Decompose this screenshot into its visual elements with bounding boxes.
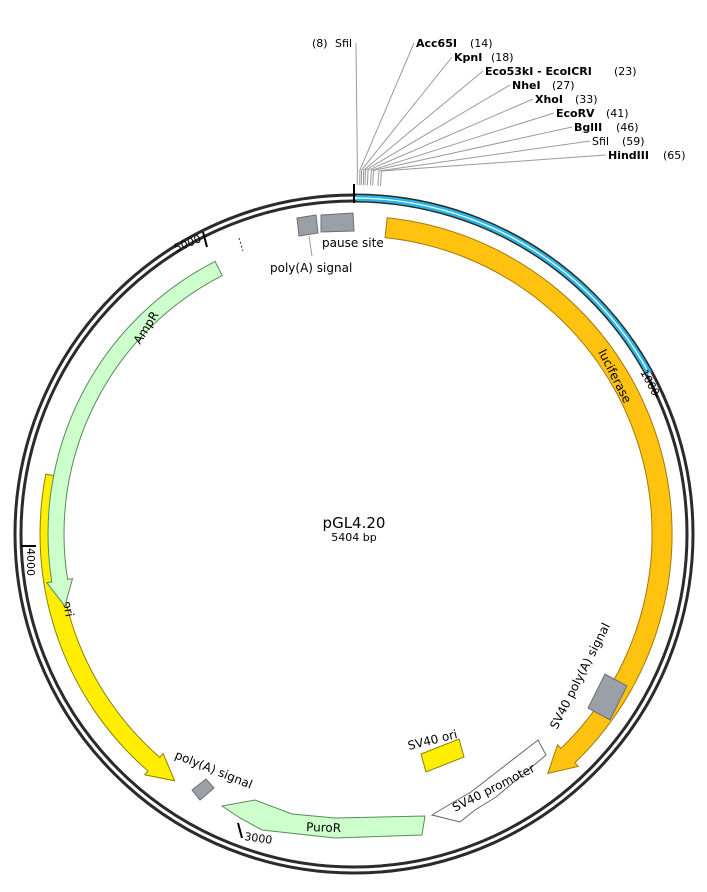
feature-sv40-polya-signal[interactable] xyxy=(587,673,628,721)
site-leader-line xyxy=(366,98,534,186)
site-leader-line xyxy=(379,154,607,187)
site-leader-line xyxy=(377,140,591,186)
tick-4000-label: 4000 xyxy=(24,548,37,576)
tick-1000-mark xyxy=(650,381,658,398)
feature-polya-signal-upper-label: poly(A) signal xyxy=(270,261,352,275)
feature-pause-site[interactable] xyxy=(320,212,355,233)
site-label-ecorv-pos: (41) xyxy=(606,107,629,120)
site-leader-line xyxy=(370,112,555,186)
tick-3000-mark xyxy=(237,822,243,839)
site-label-sfi-8-pos: (8) xyxy=(312,37,328,50)
mcs-highlight-arc-inner xyxy=(356,197,650,374)
tick-3000-label: 3000 xyxy=(244,830,274,847)
site-leader-line xyxy=(362,70,484,186)
site-label-sfi-59-name: SfiI xyxy=(592,135,609,148)
site-label-kpni-pos: (18) xyxy=(491,51,514,64)
site-label-acc65i-pos: (14) xyxy=(470,37,493,50)
site-leader-line xyxy=(372,126,573,186)
site-label-nhei-pos: (27) xyxy=(552,79,575,92)
site-label-sfi-59-pos: (59) xyxy=(622,135,645,148)
feature-luciferase[interactable] xyxy=(384,217,673,775)
feature-polya-signal-upper-leader xyxy=(308,235,313,257)
site-leader-line xyxy=(355,42,358,186)
feature-sv40-promoter-label: SV40 promoter xyxy=(450,761,537,815)
feature-pause-site-label: pause site xyxy=(322,236,384,250)
site-label-bglii-pos: (46) xyxy=(616,121,639,134)
feature-polya-signal-upper[interactable] xyxy=(296,214,319,237)
feature-puror-label: PuroR xyxy=(306,820,341,835)
tick-5000-label: 5000 xyxy=(172,232,203,255)
site-leader-lines xyxy=(355,42,607,187)
site-label-sfi-8-name: SfiI xyxy=(335,37,352,50)
feature-polya-signal-lower-label: poly(A) signal xyxy=(173,748,255,792)
site-leader-line xyxy=(359,42,415,186)
site-label-ecorv-name: EcoRV xyxy=(556,107,595,120)
site-label-acc65i-name: Acc65I xyxy=(416,37,457,50)
site-label-hindiii-pos: (65) xyxy=(663,149,686,162)
site-label-xhoi-name: XhoI xyxy=(535,93,563,106)
map-title: pGL4.20 xyxy=(323,514,386,532)
feature-sv40-ori[interactable] xyxy=(420,738,465,773)
site-label-xhoi-pos: (33) xyxy=(575,93,598,106)
site-label-eco53ki-pos: (23) xyxy=(614,65,637,78)
site-leader-line xyxy=(360,56,453,186)
map-subtitle: 5404 bp xyxy=(331,531,376,544)
tick-5000-mark xyxy=(202,231,208,248)
site-label-bglii-name: BglII xyxy=(574,121,602,134)
feature-ampr-promoter-mark xyxy=(238,237,244,252)
site-label-nhei-name: NheI xyxy=(512,79,541,92)
site-label-kpni-name: KpnI xyxy=(454,51,482,64)
feature-sv40-promoter[interactable] xyxy=(430,739,547,823)
site-leader-line xyxy=(364,84,511,186)
feature-ampr[interactable] xyxy=(45,260,223,608)
site-label-hindiii-name: HindIII xyxy=(608,149,649,162)
restriction-site-labels: (8) SfiI Acc65I (14) KpnI (18) Eco53kI -… xyxy=(312,37,686,162)
feature-puror[interactable] xyxy=(220,799,426,839)
feature-polya-signal-lower[interactable] xyxy=(191,778,215,801)
site-label-eco53ki-name: Eco53kI - EcoICRI xyxy=(485,65,592,78)
